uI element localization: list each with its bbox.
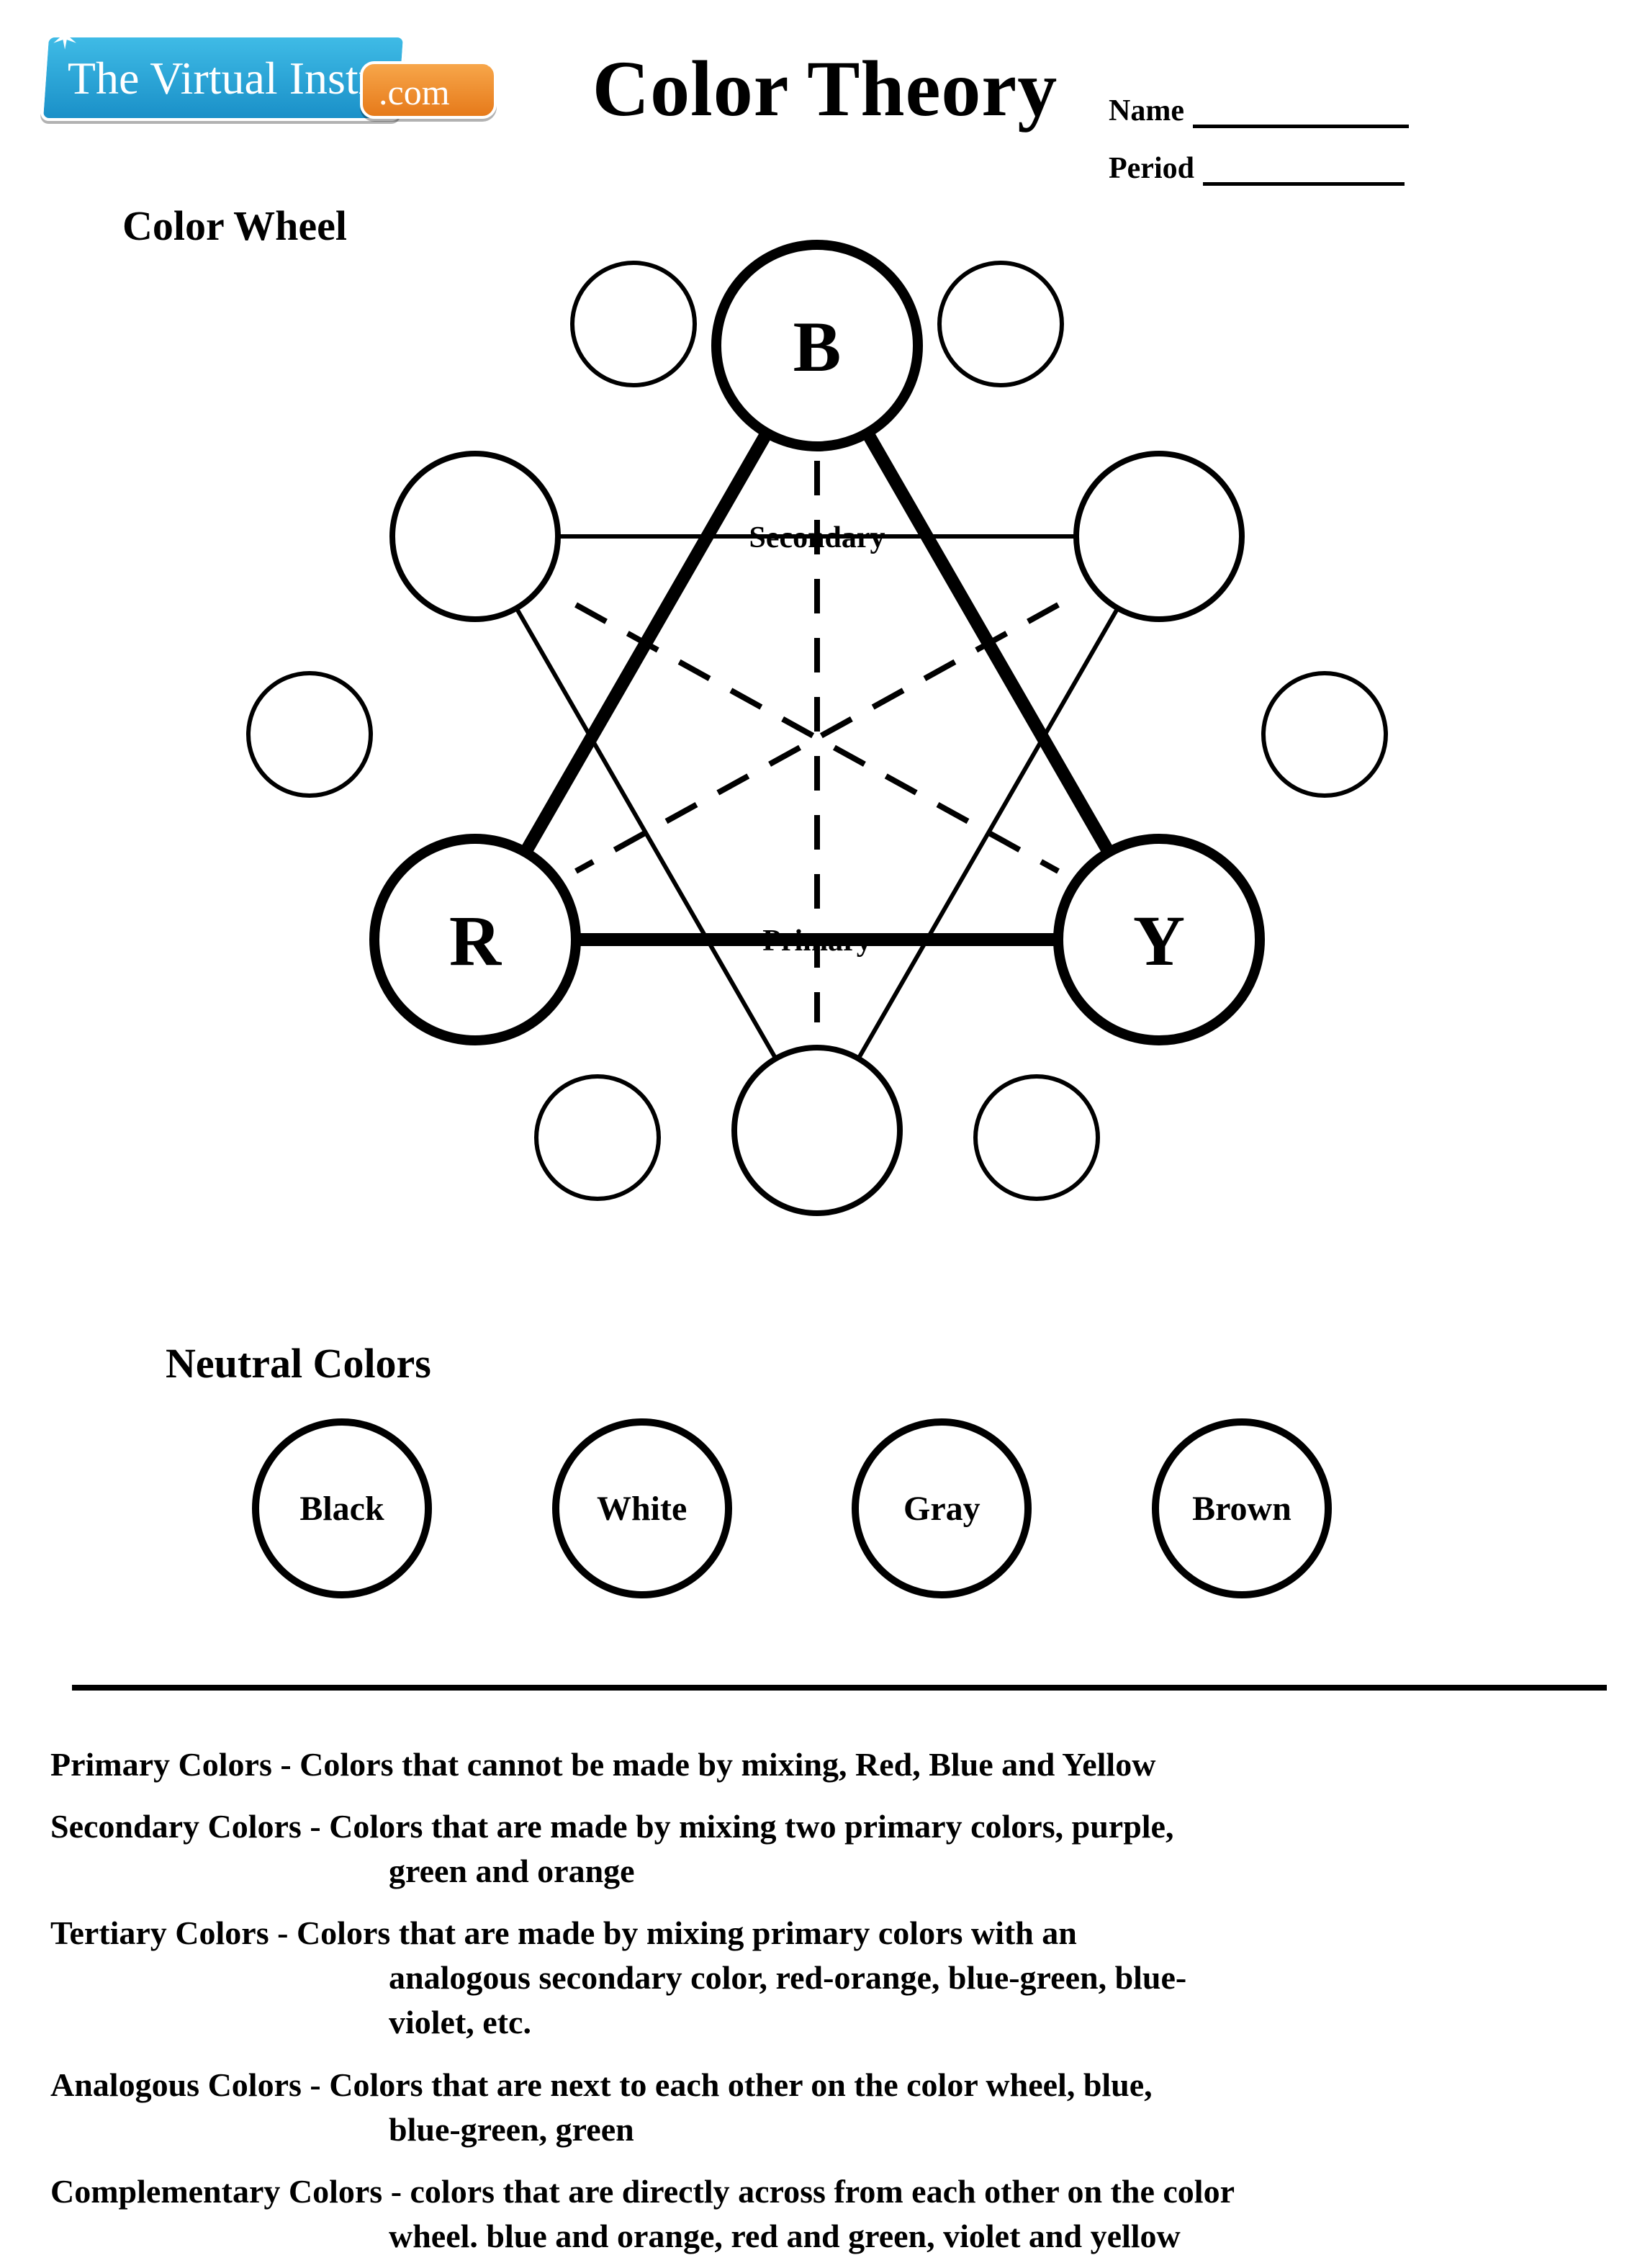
definition-text: colors that are directly across from eac… <box>410 2173 1235 2210</box>
definition-row: Analogous Colors - Colors that are next … <box>50 2063 1592 2152</box>
primary-letter: R <box>449 901 502 981</box>
neutral-circle: Gray <box>852 1418 1032 1598</box>
svg-text:Primary: Primary <box>762 924 872 958</box>
definitions-block: Primary Colors - Colors that cannot be m… <box>50 1742 1592 2268</box>
definition-term: Secondary Colors - <box>50 1808 329 1845</box>
period-label: Period <box>1109 151 1194 186</box>
definition-text: Colors that are made by mixing two prima… <box>329 1808 1173 1845</box>
definition-text: Colors that cannot be made by mixing, Re… <box>299 1746 1155 1783</box>
neutral-circle: Brown <box>1152 1418 1332 1598</box>
neutral-colors-heading: Neutral Colors <box>166 1339 431 1387</box>
svg-text:Secondary: Secondary <box>749 521 885 554</box>
name-input-line[interactable] <box>1193 125 1409 128</box>
definition-continuation: green and orange <box>50 1849 1592 1894</box>
definition-row: Complementary Colors - colors that are d… <box>50 2169 1592 2259</box>
neutral-colors-row: Black White Gray Brown <box>252 1418 1332 1598</box>
definition-row: Tertiary Colors - Colors that are made b… <box>50 1911 1592 2045</box>
neutral-label: Gray <box>903 1489 980 1529</box>
period-input-line[interactable] <box>1203 182 1405 186</box>
tertiary-circle <box>975 1076 1098 1199</box>
primary-letter: B <box>793 307 842 387</box>
name-label: Name <box>1109 94 1184 128</box>
secondary-circle <box>1076 454 1242 619</box>
divider <box>72 1685 1607 1691</box>
neutral-circle: White <box>552 1418 732 1598</box>
name-field[interactable]: Name <box>1109 94 1409 128</box>
neutral-label: Brown <box>1192 1489 1291 1529</box>
period-field[interactable]: Period <box>1109 151 1405 186</box>
definition-term: Complementary Colors - <box>50 2173 410 2210</box>
tertiary-circle <box>572 263 695 385</box>
definition-continuation: blue-green, green <box>50 2107 1592 2152</box>
secondary-circle <box>392 454 558 619</box>
definition-continuation: wheel. blue and orange, red and green, v… <box>50 2214 1592 2259</box>
tertiary-circle <box>536 1076 659 1199</box>
neutral-circle: Black <box>252 1418 432 1598</box>
definition-row: Primary Colors - Colors that cannot be m… <box>50 1742 1592 1787</box>
tertiary-circle <box>248 673 371 796</box>
definition-row: Secondary Colors - Colors that are made … <box>50 1804 1592 1894</box>
definition-continuation: violet, etc. <box>50 2000 1592 2045</box>
neutral-label: White <box>597 1489 687 1529</box>
color-wheel-diagram: Secondary Primary B R Y <box>187 216 1447 1260</box>
definition-text: Colors that are made by mixing primary c… <box>297 1914 1077 1951</box>
neutral-label: Black <box>299 1489 384 1529</box>
primary-letter: Y <box>1133 901 1185 981</box>
tertiary-circle <box>939 263 1062 385</box>
definition-term: Primary Colors - <box>50 1746 299 1783</box>
definition-term: Analogous Colors - <box>50 2066 329 2103</box>
secondary-circle <box>734 1048 900 1213</box>
definition-text: Colors that are next to each other on th… <box>329 2066 1152 2103</box>
definition-continuation: analogous secondary color, red-orange, b… <box>50 1956 1592 2000</box>
worksheet-page: The Virtual Instructor .com ✶ ✶ Color Th… <box>0 0 1650 2268</box>
definition-term: Tertiary Colors - <box>50 1914 297 1951</box>
tertiary-circle <box>1263 673 1386 796</box>
